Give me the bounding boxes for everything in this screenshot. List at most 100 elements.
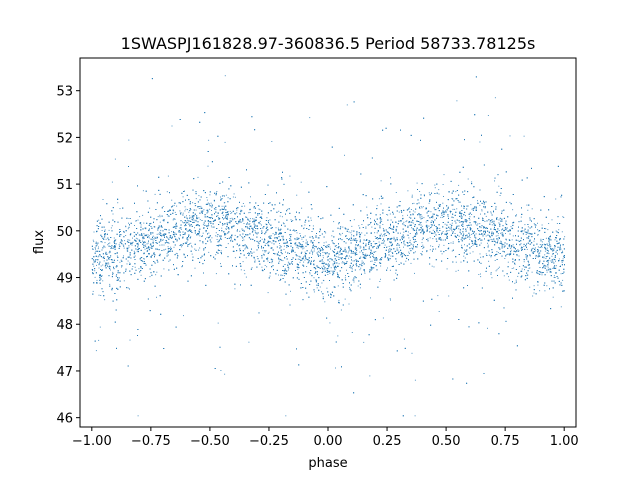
data-point xyxy=(278,260,280,262)
data-point xyxy=(438,244,440,246)
data-point xyxy=(329,246,331,248)
data-point xyxy=(531,252,533,254)
data-point xyxy=(480,239,481,241)
data-point xyxy=(361,224,363,225)
data-point xyxy=(110,248,112,249)
data-point xyxy=(102,264,104,266)
data-point xyxy=(321,291,322,293)
data-point xyxy=(452,241,454,243)
data-point xyxy=(264,251,266,253)
data-point xyxy=(98,246,99,248)
data-point xyxy=(147,234,149,236)
data-point xyxy=(512,209,514,211)
data-point xyxy=(524,224,526,226)
data-point xyxy=(380,233,382,235)
data-point xyxy=(490,238,492,240)
data-point xyxy=(496,251,498,253)
data-point xyxy=(316,265,318,267)
data-point xyxy=(455,270,457,272)
data-point xyxy=(475,223,476,225)
data-point xyxy=(338,263,340,265)
data-point xyxy=(187,220,189,222)
data-point xyxy=(421,225,423,227)
data-point xyxy=(245,257,247,259)
data-point xyxy=(265,223,267,225)
data-point xyxy=(313,259,315,261)
data-point xyxy=(401,256,403,258)
data-point xyxy=(497,239,499,241)
data-point xyxy=(292,220,294,221)
data-point xyxy=(173,231,174,232)
data-point xyxy=(494,97,496,99)
data-point xyxy=(469,237,471,238)
data-point xyxy=(562,260,564,262)
data-point xyxy=(548,239,550,241)
data-point xyxy=(242,230,244,231)
data-point xyxy=(192,202,194,204)
data-point xyxy=(171,199,173,201)
data-point xyxy=(132,237,133,239)
data-point xyxy=(400,254,401,256)
data-point xyxy=(221,245,223,247)
data-point xyxy=(420,206,422,208)
data-point xyxy=(425,225,427,227)
data-point xyxy=(442,184,444,185)
data-point xyxy=(555,267,557,269)
data-point xyxy=(102,199,104,200)
data-point xyxy=(145,241,146,243)
data-point xyxy=(369,375,371,377)
data-point xyxy=(422,247,424,249)
data-point xyxy=(104,229,106,231)
data-point xyxy=(336,272,338,274)
data-point xyxy=(113,247,115,249)
data-point xyxy=(359,287,361,289)
data-point xyxy=(299,258,301,260)
data-point xyxy=(375,251,377,253)
data-point xyxy=(354,246,356,248)
data-point xyxy=(467,226,468,228)
data-point xyxy=(376,232,378,234)
data-point xyxy=(96,244,98,246)
data-point xyxy=(348,231,350,233)
data-point xyxy=(488,240,490,242)
data-point xyxy=(313,291,315,293)
data-point xyxy=(376,205,378,207)
data-point xyxy=(256,240,258,242)
data-point xyxy=(390,255,392,257)
data-point xyxy=(191,253,193,255)
data-point xyxy=(138,268,140,270)
data-point xyxy=(295,218,297,220)
data-point xyxy=(318,247,319,249)
data-point xyxy=(547,261,549,263)
data-point xyxy=(541,224,543,226)
data-point xyxy=(236,212,238,214)
data-point xyxy=(344,277,346,279)
data-point xyxy=(356,234,358,236)
data-point xyxy=(191,245,192,247)
data-point xyxy=(523,245,525,247)
data-point xyxy=(529,255,531,257)
data-point xyxy=(290,239,292,241)
data-point xyxy=(365,227,367,229)
data-point xyxy=(134,255,136,257)
data-point xyxy=(389,269,391,271)
data-point xyxy=(274,234,275,236)
data-point xyxy=(348,303,350,305)
data-point xyxy=(247,223,249,225)
data-point xyxy=(289,238,291,239)
data-point xyxy=(182,221,183,223)
data-point xyxy=(528,262,530,264)
data-point xyxy=(385,255,387,256)
data-point xyxy=(550,271,552,273)
data-point xyxy=(98,219,100,221)
data-point xyxy=(302,241,304,243)
data-point xyxy=(287,252,289,253)
data-point xyxy=(344,247,346,249)
data-point xyxy=(537,234,538,236)
data-point xyxy=(104,299,106,301)
data-point xyxy=(171,125,173,127)
data-point xyxy=(371,260,373,262)
data-point xyxy=(195,209,197,211)
data-point xyxy=(416,182,418,184)
data-point xyxy=(485,235,487,237)
